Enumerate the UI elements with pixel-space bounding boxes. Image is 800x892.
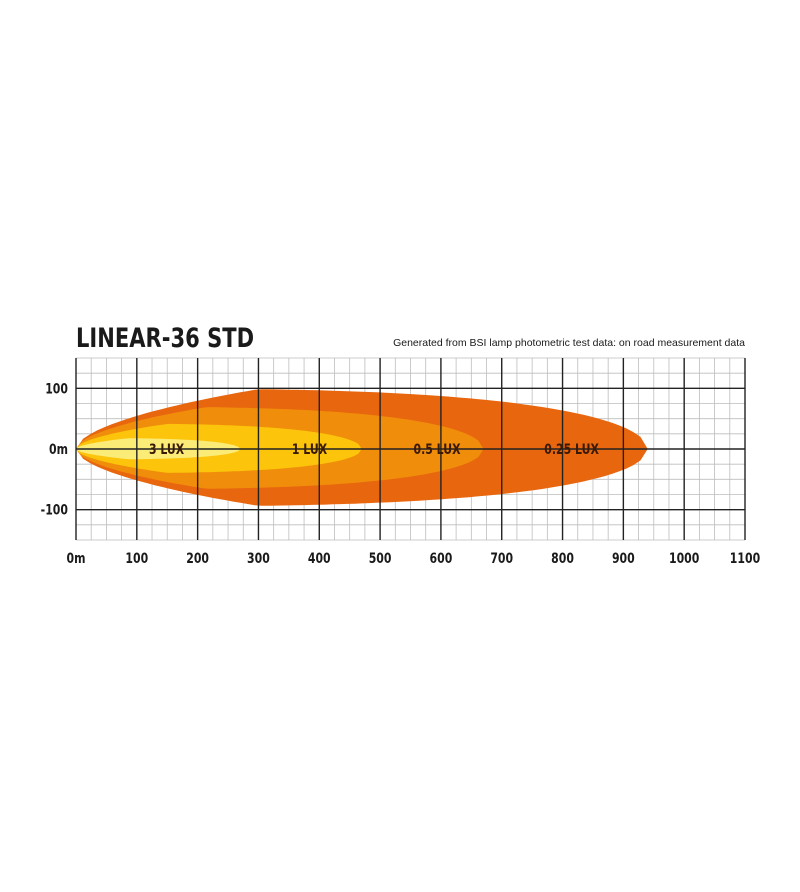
contour-label: 0.5 LUX bbox=[414, 441, 461, 458]
y-tick-label: 100 bbox=[45, 380, 68, 397]
beam-contours bbox=[76, 389, 648, 506]
contour-label: 3 LUX bbox=[149, 441, 185, 458]
major-grid bbox=[75, 358, 746, 540]
x-tick-label: 800 bbox=[551, 550, 574, 567]
x-axis-ticks: 0m 100 200 300 400 500 600 700 800 900 1000 1100 bbox=[67, 550, 761, 567]
y-axis-ticks: 100 0m -100 bbox=[41, 380, 69, 518]
y-tick-label: 0m bbox=[49, 441, 68, 458]
x-tick-label: 1100 bbox=[730, 550, 761, 567]
x-tick-label: 200 bbox=[186, 550, 209, 567]
x-tick-label: 500 bbox=[369, 550, 392, 567]
y-tick-label: -100 bbox=[41, 501, 69, 518]
chart-subtitle: Generated from BSI lamp photometric test… bbox=[393, 337, 745, 349]
x-tick-label: 400 bbox=[308, 550, 331, 567]
x-tick-label: 100 bbox=[125, 550, 148, 567]
contour-label: 1 LUX bbox=[292, 441, 328, 458]
x-tick-label: 700 bbox=[490, 550, 513, 567]
contour-labels: 0.25 LUX 0.5 LUX 1 LUX 3 LUX bbox=[149, 441, 599, 458]
x-tick-label: 1000 bbox=[669, 550, 700, 567]
x-tick-label: 600 bbox=[430, 550, 453, 567]
x-tick-label: 0m bbox=[67, 550, 86, 567]
x-tick-label: 300 bbox=[247, 550, 270, 567]
contour-label: 0.25 LUX bbox=[544, 441, 599, 458]
x-tick-label: 900 bbox=[612, 550, 635, 567]
chart-title: LINEAR-36 STD bbox=[76, 322, 254, 353]
